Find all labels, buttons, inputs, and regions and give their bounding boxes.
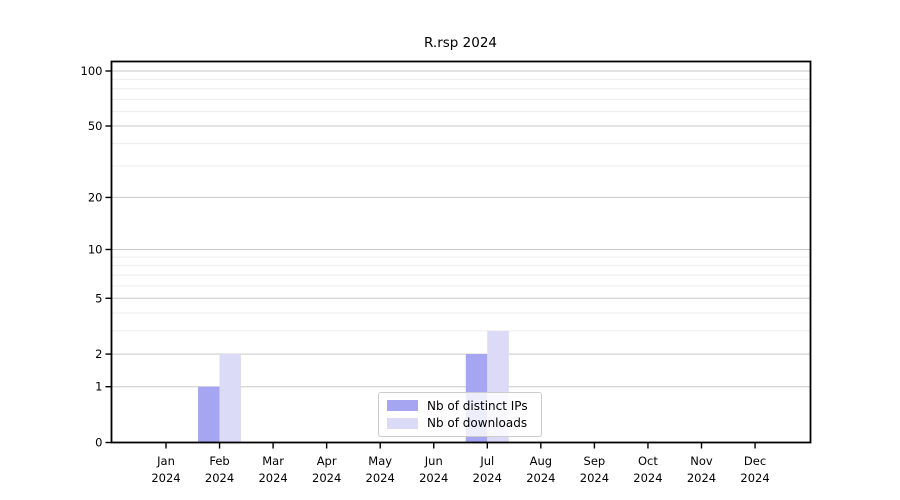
y-tick-label-2: 2 (95, 347, 102, 361)
x-tick-label-year-sep: 2024 (580, 471, 609, 485)
y-tick-label-100: 100 (81, 64, 103, 78)
x-tick-label-month-oct: Oct (638, 454, 658, 468)
x-tick-label-month-apr: Apr (317, 454, 337, 468)
y-tick-label-0: 0 (95, 436, 102, 450)
x-tick-label-year-may: 2024 (366, 471, 395, 485)
x-tick-label-year-oct: 2024 (633, 471, 662, 485)
y-tick-label-20: 20 (88, 190, 103, 204)
chart-title: R.rsp 2024 (424, 35, 497, 51)
y-tick-label-50: 50 (88, 119, 103, 133)
x-tick-label-year-nov: 2024 (687, 471, 716, 485)
legend-swatch-distinct-ips (387, 400, 418, 412)
plot-frame (110, 60, 812, 444)
x-tick-label-year-jan: 2024 (151, 471, 180, 485)
x-tick-label-year-feb: 2024 (205, 471, 234, 485)
y-tick-label-5: 5 (95, 291, 102, 305)
legend-entry-distinct-ips: Nb of distinct IPs (387, 399, 533, 413)
x-tick-label-month-nov: Nov (690, 454, 713, 468)
x-tick-label-year-jun: 2024 (419, 471, 448, 485)
bar-feb-downloads (219, 354, 242, 443)
y-tick-label-1: 1 (95, 380, 102, 394)
x-tick-label-month-mar: Mar (262, 454, 284, 468)
x-tick-label-month-aug: Aug (530, 454, 552, 468)
legend-entry-downloads: Nb of downloads (387, 416, 533, 430)
x-tick-label-month-jul: Jul (479, 454, 494, 468)
x-tick-label-year-dec: 2024 (740, 471, 769, 485)
legend: Nb of distinct IPs Nb of downloads (378, 392, 542, 437)
x-tick-label-month-may: May (368, 454, 392, 468)
bar-feb-distinct-ips (198, 386, 220, 443)
legend-label-distinct-ips: Nb of distinct IPs (427, 398, 528, 413)
x-tick-label-month-dec: Dec (744, 454, 766, 468)
x-tick-label-month-jun: Jun (424, 454, 443, 468)
legend-label-downloads: Nb of downloads (427, 416, 528, 431)
x-tick-label-month-jan: Jan (156, 454, 175, 468)
x-tick-label-year-mar: 2024 (258, 471, 287, 485)
x-tick-label-month-feb: Feb (209, 454, 229, 468)
x-tick-label-year-aug: 2024 (526, 471, 555, 485)
x-tick-label-month-sep: Sep (584, 454, 606, 468)
legend-swatch-downloads (387, 417, 418, 429)
y-tick-label-10: 10 (88, 242, 103, 256)
x-tick-label-year-apr: 2024 (312, 471, 341, 485)
x-tick-label-year-jul: 2024 (473, 471, 502, 485)
